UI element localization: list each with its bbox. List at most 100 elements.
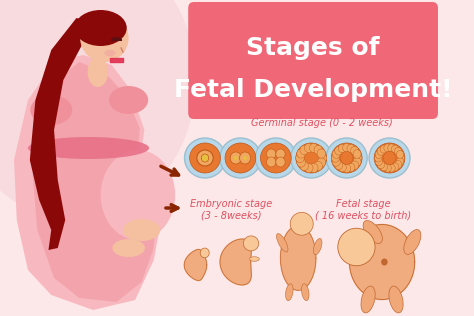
- Circle shape: [304, 143, 313, 153]
- Circle shape: [353, 150, 361, 158]
- Circle shape: [332, 150, 340, 158]
- Circle shape: [297, 158, 305, 167]
- Circle shape: [310, 163, 318, 173]
- Ellipse shape: [0, 0, 196, 220]
- Ellipse shape: [225, 143, 256, 173]
- Circle shape: [351, 161, 359, 170]
- Ellipse shape: [80, 14, 128, 62]
- Circle shape: [375, 150, 383, 159]
- Ellipse shape: [104, 50, 116, 57]
- Circle shape: [230, 152, 241, 164]
- Circle shape: [338, 163, 346, 172]
- Ellipse shape: [296, 143, 327, 173]
- Circle shape: [266, 157, 276, 167]
- Circle shape: [343, 143, 351, 152]
- Circle shape: [300, 161, 309, 171]
- Ellipse shape: [112, 239, 145, 257]
- Ellipse shape: [404, 230, 421, 254]
- Ellipse shape: [123, 219, 160, 241]
- Circle shape: [354, 154, 362, 162]
- Ellipse shape: [260, 143, 291, 173]
- Circle shape: [310, 143, 318, 153]
- Circle shape: [353, 158, 361, 166]
- Text: Embryonic stage
(3 - 8weeks): Embryonic stage (3 - 8weeks): [190, 199, 272, 221]
- Circle shape: [396, 157, 404, 166]
- Circle shape: [276, 157, 285, 167]
- Ellipse shape: [100, 150, 175, 240]
- Ellipse shape: [361, 286, 375, 313]
- Circle shape: [377, 147, 384, 155]
- Circle shape: [384, 164, 391, 172]
- Polygon shape: [349, 224, 415, 300]
- Polygon shape: [281, 226, 316, 290]
- Circle shape: [335, 146, 343, 155]
- Circle shape: [234, 156, 237, 160]
- Ellipse shape: [197, 150, 213, 166]
- Ellipse shape: [389, 286, 403, 313]
- Ellipse shape: [326, 138, 367, 178]
- Polygon shape: [184, 249, 207, 281]
- Text: Fetal stage
( 16 weeks to birth): Fetal stage ( 16 weeks to birth): [315, 199, 411, 221]
- Circle shape: [338, 144, 346, 153]
- Circle shape: [300, 145, 309, 155]
- Circle shape: [394, 147, 402, 155]
- Ellipse shape: [28, 137, 149, 159]
- Circle shape: [375, 157, 383, 166]
- Circle shape: [392, 145, 399, 153]
- Circle shape: [343, 164, 351, 173]
- Circle shape: [335, 161, 343, 170]
- Ellipse shape: [109, 86, 148, 114]
- Polygon shape: [220, 239, 251, 285]
- Ellipse shape: [301, 284, 309, 301]
- Ellipse shape: [249, 257, 259, 261]
- Circle shape: [381, 258, 388, 265]
- Polygon shape: [33, 62, 156, 302]
- Ellipse shape: [276, 234, 288, 252]
- Polygon shape: [30, 18, 93, 250]
- Circle shape: [296, 153, 304, 163]
- Ellipse shape: [243, 236, 259, 251]
- Text: Stages of: Stages of: [246, 36, 380, 60]
- Text: Germinal stage (0 - 2 weeks): Germinal stage (0 - 2 weeks): [251, 118, 392, 128]
- Ellipse shape: [374, 143, 405, 173]
- Circle shape: [394, 161, 402, 169]
- Circle shape: [297, 149, 305, 158]
- Circle shape: [332, 158, 340, 166]
- Ellipse shape: [184, 138, 226, 178]
- Circle shape: [317, 149, 326, 158]
- Ellipse shape: [313, 239, 322, 255]
- Circle shape: [388, 164, 395, 172]
- Text: Fetal Development!: Fetal Development!: [174, 78, 452, 102]
- Circle shape: [388, 144, 395, 152]
- Ellipse shape: [255, 138, 296, 178]
- Circle shape: [377, 161, 384, 169]
- Circle shape: [314, 145, 322, 155]
- Circle shape: [380, 145, 388, 153]
- Circle shape: [317, 158, 326, 167]
- Circle shape: [200, 248, 209, 258]
- Circle shape: [397, 154, 404, 162]
- Circle shape: [340, 151, 353, 165]
- Circle shape: [383, 151, 396, 165]
- Circle shape: [314, 161, 322, 171]
- Circle shape: [396, 150, 404, 159]
- Circle shape: [318, 153, 327, 163]
- Ellipse shape: [74, 10, 127, 46]
- Ellipse shape: [190, 143, 220, 173]
- Ellipse shape: [369, 138, 410, 178]
- Ellipse shape: [291, 138, 332, 178]
- Ellipse shape: [290, 212, 313, 235]
- Circle shape: [351, 146, 359, 155]
- Ellipse shape: [331, 143, 362, 173]
- Circle shape: [347, 144, 355, 153]
- Circle shape: [201, 154, 209, 162]
- Ellipse shape: [88, 57, 108, 87]
- Circle shape: [276, 149, 285, 159]
- Circle shape: [331, 154, 339, 162]
- Circle shape: [374, 154, 382, 162]
- Circle shape: [347, 163, 355, 172]
- Circle shape: [392, 163, 399, 171]
- FancyBboxPatch shape: [188, 2, 438, 119]
- Circle shape: [304, 163, 313, 173]
- Circle shape: [243, 156, 247, 160]
